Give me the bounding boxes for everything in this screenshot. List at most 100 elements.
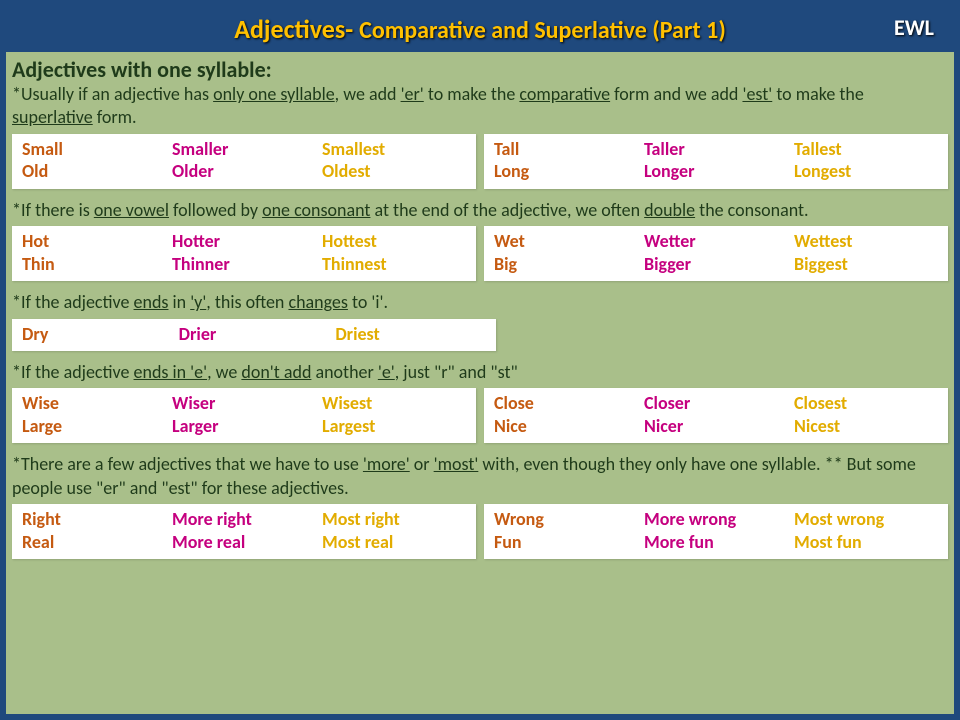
t: , this often — [206, 291, 288, 313]
w: Wrong — [494, 508, 638, 531]
w: Oldest — [322, 160, 466, 183]
w: Wetter — [644, 230, 788, 253]
t: 'more' — [363, 453, 410, 475]
t: changes — [288, 291, 347, 313]
t: form. — [93, 106, 137, 128]
example-card: Dry Drier Driest — [12, 319, 496, 352]
w: Older — [172, 160, 316, 183]
section4-examples: WiseLarge WiserLarger WisestLargest Clos… — [12, 388, 948, 443]
t: to make the — [772, 83, 864, 105]
t: *There are a few adjectives that we have… — [12, 453, 363, 475]
w: Smaller — [172, 138, 316, 161]
t: don't add — [241, 361, 311, 383]
t: *If the adjective — [12, 291, 134, 313]
sup-col: Most rightMost real — [322, 508, 466, 553]
w: Big — [494, 253, 638, 276]
base-col: SmallOld — [22, 138, 166, 183]
w: Bigger — [644, 253, 788, 276]
base-col: CloseNice — [494, 392, 638, 437]
section4-rule: *If the adjective ends in 'e', we don't … — [12, 361, 948, 384]
t: followed by — [169, 199, 262, 221]
t: to 'i'. — [348, 291, 388, 313]
page-frame: Adjectives- Comparative and Superlative … — [0, 0, 960, 720]
section1-rule: *Usually if an adjective has only one sy… — [12, 83, 948, 130]
t: one vowel — [94, 199, 169, 221]
base-col: RightReal — [22, 508, 166, 553]
example-card: WiseLarge WiserLarger WisestLargest — [12, 388, 476, 443]
base-col: WiseLarge — [22, 392, 166, 437]
brand-label: EWL — [894, 14, 934, 41]
section2-rule: *If there is one vowel followed by one c… — [12, 199, 948, 222]
sup-col: Most wrongMost fun — [794, 508, 938, 553]
t: 'est' — [742, 83, 772, 105]
base-col: WetBig — [494, 230, 638, 275]
base-col: TallLong — [494, 138, 638, 183]
example-card: WetBig WetterBigger WettestBiggest — [484, 226, 948, 281]
w: Nicest — [794, 415, 938, 438]
w: Small — [22, 138, 166, 161]
w: Fun — [494, 531, 638, 554]
w: Hottest — [322, 230, 466, 253]
base-col: WrongFun — [494, 508, 638, 553]
w: Thinner — [172, 253, 316, 276]
comp-col: CloserNicer — [644, 392, 788, 437]
content-area: Adjectives with one syllable: *Usually i… — [6, 52, 954, 714]
w: Wiser — [172, 392, 316, 415]
section3-rule: *If the adjective ends in 'y', this ofte… — [12, 291, 948, 314]
title-rest: Comparative and Superlative (Part 1) — [359, 16, 726, 45]
t: another — [311, 361, 377, 383]
w: Nice — [494, 415, 638, 438]
w: Close — [494, 392, 638, 415]
w: Larger — [172, 415, 316, 438]
example-card: SmallOld SmallerOlder SmallestOldest — [12, 134, 476, 189]
comp-col: More wrongMore fun — [644, 508, 788, 553]
comp-col: TallerLonger — [644, 138, 788, 183]
sup-col: HottestThinnest — [322, 230, 466, 275]
w: Wet — [494, 230, 638, 253]
comp-col: Drier — [179, 323, 330, 346]
w: Wettest — [794, 230, 938, 253]
w: Closer — [644, 392, 788, 415]
t: , we — [207, 361, 241, 383]
w: Most wrong — [794, 508, 938, 531]
example-card: CloseNice CloserNicer ClosestNicest — [484, 388, 948, 443]
t: 'er' — [401, 83, 424, 105]
section5-rule: *There are a few adjectives that we have… — [12, 453, 948, 500]
t: ends in 'e' — [134, 361, 208, 383]
t: at the end of the adjective, we often — [370, 199, 644, 221]
w: Drier — [179, 323, 330, 346]
title-bar: Adjectives- Comparative and Superlative … — [6, 6, 954, 52]
w: Taller — [644, 138, 788, 161]
w: Old — [22, 160, 166, 183]
base-col: Dry — [22, 323, 173, 346]
example-card: HotThin HotterThinner HottestThinnest — [12, 226, 476, 281]
t: 'most' — [434, 453, 479, 475]
w: More right — [172, 508, 316, 531]
sup-col: WisestLargest — [322, 392, 466, 437]
t: , we add — [335, 83, 401, 105]
t: ends — [134, 291, 169, 313]
w: Longest — [794, 160, 938, 183]
t: superlative — [12, 106, 93, 128]
w: Nicer — [644, 415, 788, 438]
sup-col: WettestBiggest — [794, 230, 938, 275]
t: , just "r" and "st" — [395, 361, 518, 383]
t: only one syllable — [213, 83, 335, 105]
w: Tallest — [794, 138, 938, 161]
w: More fun — [644, 531, 788, 554]
comp-col: WetterBigger — [644, 230, 788, 275]
section3-examples: Dry Drier Driest — [12, 319, 948, 352]
section1-examples: SmallOld SmallerOlder SmallestOldest Tal… — [12, 134, 948, 189]
section5-examples: RightReal More rightMore real Most right… — [12, 504, 948, 559]
sup-col: SmallestOldest — [322, 138, 466, 183]
comp-col: WiserLarger — [172, 392, 316, 437]
w: Hot — [22, 230, 166, 253]
w: Wise — [22, 392, 166, 415]
sup-col: TallestLongest — [794, 138, 938, 183]
w: Dry — [22, 323, 173, 346]
comp-col: HotterThinner — [172, 230, 316, 275]
w: Large — [22, 415, 166, 438]
t: or — [410, 453, 434, 475]
page-title: Adjectives- Comparative and Superlative … — [234, 13, 726, 45]
t: *Usually if an adjective has — [12, 83, 213, 105]
